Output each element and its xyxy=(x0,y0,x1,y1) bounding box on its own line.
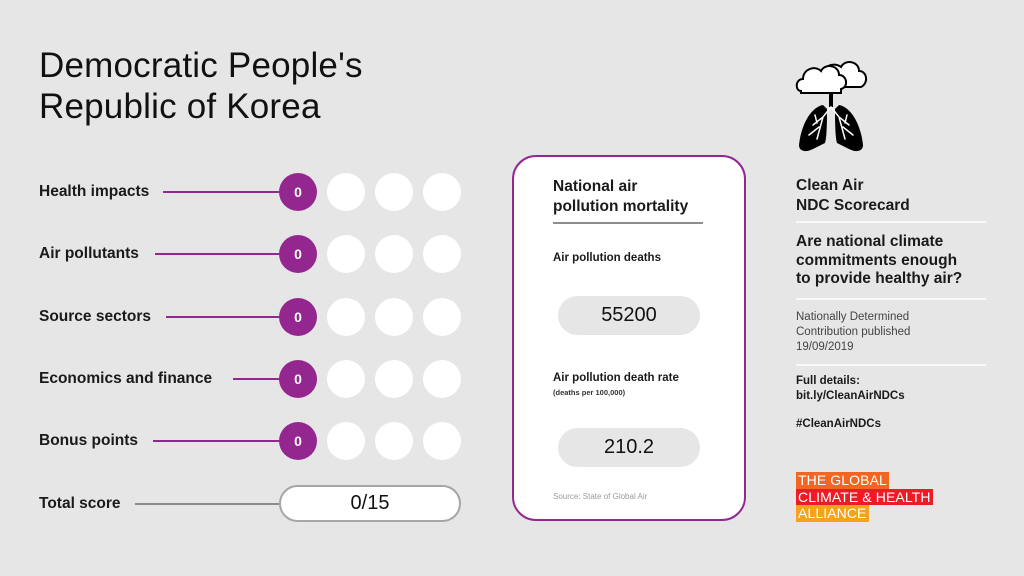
hashtag: #CleanAirNDCs xyxy=(796,418,881,430)
title-line-2: Republic of Korea xyxy=(39,87,321,126)
score-dot-filled: 0 xyxy=(279,360,317,398)
logo-line-3: ALLIANCE xyxy=(796,505,869,522)
connector-line xyxy=(135,503,281,505)
title-line-1: Democratic People's xyxy=(39,46,363,85)
score-row-health-impacts: Health impacts 0 xyxy=(39,172,469,212)
score-dot-empty xyxy=(423,298,461,336)
score-row-source-sectors: Source sectors 0 xyxy=(39,297,469,337)
row-label: Bonus points xyxy=(39,432,139,449)
score-dot-empty xyxy=(423,235,461,273)
card-title-line-1: National air xyxy=(553,178,638,195)
total-score-label: Total score xyxy=(39,495,121,512)
connector-line xyxy=(155,253,285,255)
sidebar-divider xyxy=(796,298,986,300)
score-dot-empty xyxy=(327,360,365,398)
total-score-row: Total score 0/15 xyxy=(39,484,469,524)
card-divider xyxy=(553,222,703,224)
ndc-publication-info: Nationally Determined Contribution publi… xyxy=(796,310,986,355)
card-title-line-2: pollution mortality xyxy=(553,198,689,215)
score-dot-empty xyxy=(327,298,365,336)
connector-line xyxy=(153,440,285,442)
publication-date: 19/09/2019 xyxy=(796,341,854,353)
score-dot-empty xyxy=(327,422,365,460)
heading-line-1: Clean Air xyxy=(796,177,864,194)
sidebar-divider xyxy=(796,364,986,366)
score-dot-empty xyxy=(423,422,461,460)
score-dot-empty xyxy=(375,360,413,398)
score-dot-empty xyxy=(423,173,461,211)
connector-line xyxy=(166,316,285,318)
deaths-value: 55200 xyxy=(558,296,700,335)
score-dot-filled: 0 xyxy=(279,298,317,336)
logo-line-2: CLIMATE & HEALTH xyxy=(796,488,933,505)
row-label: Source sectors xyxy=(39,308,151,325)
logo-line-1: THE GLOBAL xyxy=(796,472,889,489)
death-rate-value: 210.2 xyxy=(558,428,700,467)
source-note: Source: State of Global Air xyxy=(553,492,648,501)
details-label: Full details: xyxy=(796,375,860,387)
row-label: Air pollutants xyxy=(39,245,139,262)
connector-line xyxy=(163,191,285,193)
gcha-logo: THE GLOBAL CLIMATE & HEALTH ALLIANCE xyxy=(796,472,933,522)
score-dot-empty xyxy=(375,235,413,273)
heading-line-2: NDC Scorecard xyxy=(796,197,910,214)
question-line-3: to provide healthy air? xyxy=(796,270,963,287)
score-dot-empty xyxy=(327,235,365,273)
sidebar-divider xyxy=(796,221,986,223)
details-link[interactable]: bit.ly/CleanAirNDCs xyxy=(796,390,905,402)
score-row-air-pollutants: Air pollutants 0 xyxy=(39,234,469,274)
score-dot-empty xyxy=(375,298,413,336)
question-line-1: Are national climate xyxy=(796,233,944,250)
row-label: Health impacts xyxy=(39,183,150,200)
score-row-bonus-points: Bonus points 0 xyxy=(39,421,469,461)
full-details: Full details: bit.ly/CleanAirNDCs xyxy=(796,374,986,404)
scorecard-question: Are national climate commitments enough … xyxy=(796,233,986,289)
score-row-economics-finance: Economics and finance 0 xyxy=(39,359,469,399)
score-dot-empty xyxy=(375,173,413,211)
mortality-card: National air pollution mortality Air pol… xyxy=(512,155,746,521)
death-rate-sublabel: (deaths per 100,000) xyxy=(553,388,626,397)
row-label: Economics and finance xyxy=(39,370,213,387)
meta-line-1: Nationally Determined xyxy=(796,311,910,323)
scorecard-heading: Clean Air NDC Scorecard xyxy=(796,176,986,216)
score-dot-empty xyxy=(423,360,461,398)
deaths-label: Air pollution deaths xyxy=(553,252,661,264)
score-dot-filled: 0 xyxy=(279,173,317,211)
score-dot-filled: 0 xyxy=(279,422,317,460)
score-dot-filled: 0 xyxy=(279,235,317,273)
score-dot-empty xyxy=(375,422,413,460)
page-title: Democratic People's Republic of Korea xyxy=(39,45,363,127)
connector-line xyxy=(233,378,285,380)
score-dot-empty xyxy=(327,173,365,211)
total-score-value: 0/15 xyxy=(279,485,461,522)
card-title: National air pollution mortality xyxy=(553,177,688,217)
cloud-lungs-icon xyxy=(795,61,867,152)
death-rate-label: Air pollution death rate xyxy=(553,372,679,384)
question-line-2: commitments enough xyxy=(796,251,958,269)
meta-line-2: Contribution published xyxy=(796,326,911,338)
